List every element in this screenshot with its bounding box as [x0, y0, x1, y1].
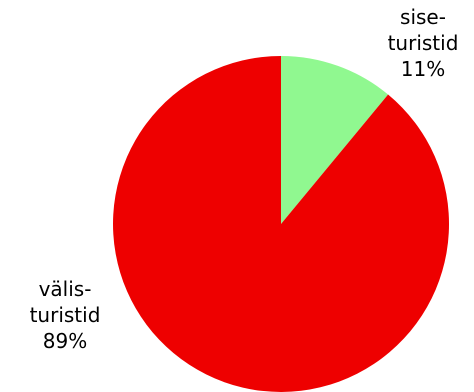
slice-label-line: sise- — [400, 5, 446, 29]
slice-label-valis-turistid: välis- turistid 89% — [10, 276, 120, 354]
slice-label-sise-turistid: sise- turistid 11% — [378, 4, 468, 82]
slice-label-line: turistid — [387, 31, 459, 55]
slice-label-line: turistid — [29, 303, 101, 327]
slice-value-label: 11% — [400, 57, 446, 81]
slice-value-label: 89% — [42, 329, 88, 353]
pie-slice-0 — [281, 55, 389, 224]
pie-slices — [113, 55, 449, 392]
pie-slice-1 — [113, 56, 449, 392]
slice-label-line: välis- — [38, 277, 92, 301]
